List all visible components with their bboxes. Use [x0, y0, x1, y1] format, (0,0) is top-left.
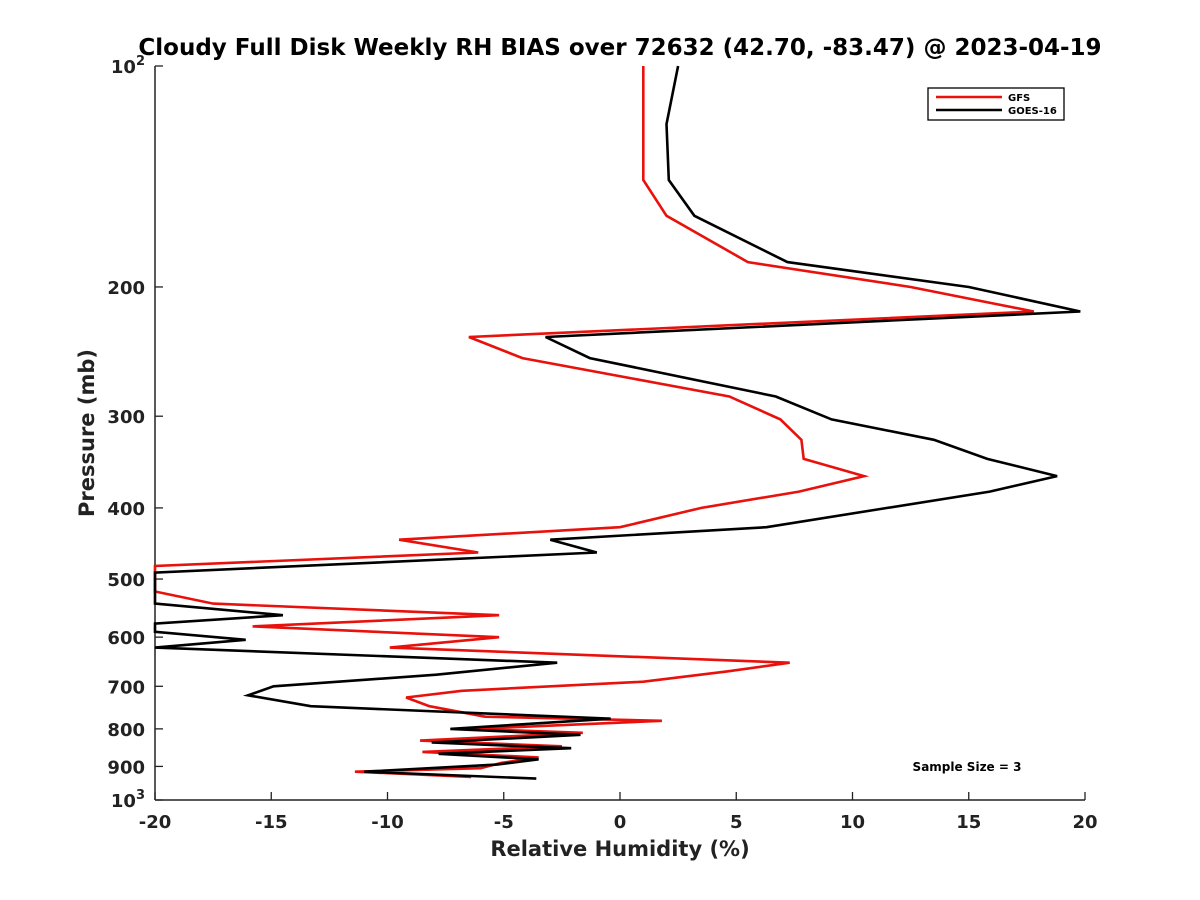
legend-box: [927, 87, 1065, 121]
y-tick-label: 900: [107, 757, 145, 778]
chart-title: Cloudy Full Disk Weekly RH BIAS over 726…: [138, 35, 1101, 61]
x-axis-label: Relative Humidity (%): [490, 837, 749, 861]
series-line-goes16: [153, 65, 1081, 780]
y-tick-label: 400: [107, 499, 145, 520]
y-tick-label: 300: [107, 407, 145, 428]
x-ticks: -20 -15 -10 -5 0 5 10 15 20: [139, 792, 1098, 833]
x-tick-label: 0: [614, 812, 627, 833]
series-group: [153, 65, 1081, 780]
y-axis-label: Pressure (mb): [75, 349, 99, 517]
legend-label-goes16: GOES-16: [1008, 106, 1057, 117]
x-tick-label: -5: [494, 812, 514, 833]
y-tick-label: 200: [107, 278, 145, 299]
x-tick-label: 15: [956, 812, 981, 833]
y-tick-label: 800: [107, 720, 145, 741]
y-tick-label: 600: [107, 628, 145, 649]
x-tick-label: -15: [255, 812, 288, 833]
series-line-gfs: [153, 66, 1035, 779]
x-tick-label: 20: [1072, 812, 1097, 833]
x-tick-label: 10: [840, 812, 865, 833]
legend: GFS GOES-16: [927, 87, 1065, 121]
sample-size-annotation: Sample Size = 3: [913, 760, 1022, 774]
x-tick-label: -10: [371, 812, 404, 833]
y-tick-label: 103: [111, 788, 145, 812]
legend-label-gfs: GFS: [1008, 93, 1030, 104]
y-tick-label: 700: [107, 677, 145, 698]
y-tick-label: 102: [111, 54, 145, 78]
x-tick-label: -20: [139, 812, 172, 833]
y-tick-label: 500: [107, 570, 145, 591]
x-tick-label: 5: [730, 812, 743, 833]
plot-area: -20 -15 -10 -5 0 5 10 15 20 102 200 300 400 500 600 70…: [107, 54, 1097, 833]
y-ticks: 102 200 300 400 500 600 700 800 900 103: [107, 54, 163, 812]
